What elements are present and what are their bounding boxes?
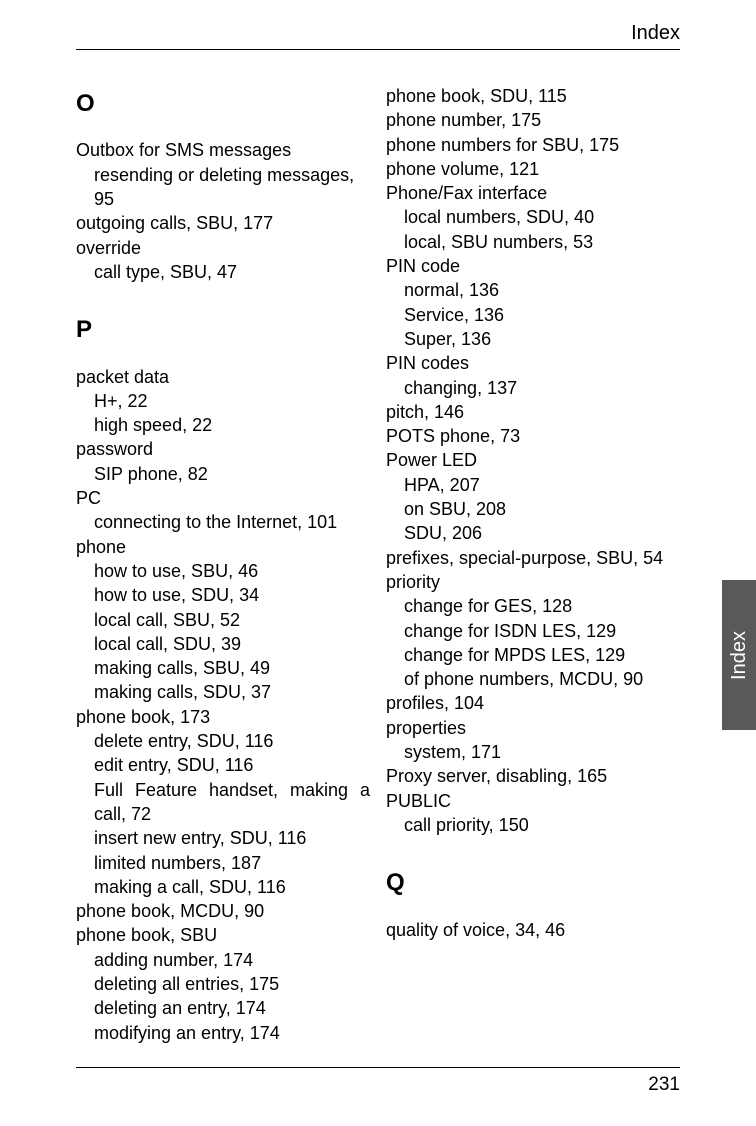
index-entry: Outbox for SMS messages [76,138,370,162]
index-subentry: resending or deleting messages, 95 [76,163,370,212]
side-tab-label: Index [728,631,751,680]
index-entry: phone number, 175 [386,108,680,132]
index-subentry: Service, 136 [386,303,680,327]
index-subentry: local numbers, SDU, 40 [386,205,680,229]
index-entry: phone book, SBU [76,923,370,947]
index-entry: phone volume, 121 [386,157,680,181]
index-subentry: normal, 136 [386,278,680,302]
right-column: phone book, SDU, 115 phone number, 175 p… [378,84,680,1046]
index-subentry: delete entry, SDU, 116 [76,729,370,753]
index-entry: quality of voice, 34, 46 [386,918,680,942]
index-subentry: change for GES, 128 [386,594,680,618]
index-entry: packet data [76,365,370,389]
index-subentry: local, SBU numbers, 53 [386,230,680,254]
index-entry: phone numbers for SBU, 175 [386,133,680,157]
index-subentry: call type, SBU, 47 [76,260,370,284]
index-subentry: adding number, 174 [76,948,370,972]
index-entry: PC [76,486,370,510]
index-entry: outgoing calls, SBU, 177 [76,211,370,235]
index-subentry: Super, 136 [386,327,680,351]
page-number: 231 [648,1074,680,1095]
index-subentry: on SBU, 208 [386,497,680,521]
index-subentry: local call, SBU, 52 [76,608,370,632]
index-subentry: how to use, SDU, 34 [76,583,370,607]
left-column: O Outbox for SMS messages resending or d… [76,84,378,1046]
index-entry: phone book, SDU, 115 [386,84,680,108]
index-entry: PIN code [386,254,680,278]
index-subentry: call priority, 150 [386,813,680,837]
index-subentry: local call, SDU, 39 [76,632,370,656]
index-subentry: deleting an entry, 174 [76,996,370,1020]
side-tab: Index [722,580,756,730]
index-subentry: SDU, 206 [386,521,680,545]
index-entry: prefixes, special-purpose, SBU, 54 [386,546,680,570]
index-entry: Power LED [386,448,680,472]
index-subentry: making calls, SBU, 49 [76,656,370,680]
index-subentry: change for ISDN LES, 129 [386,619,680,643]
index-entry: POTS phone, 73 [386,424,680,448]
index-subentry: how to use, SBU, 46 [76,559,370,583]
index-subentry: making a call, SDU, 116 [76,875,370,899]
index-subentry: SIP phone, 82 [76,462,370,486]
index-subentry: of phone numbers, MCDU, 90 [386,667,680,691]
index-subentry: insert new entry, SDU, 116 [76,826,370,850]
index-entry: PUBLIC [386,789,680,813]
index-entry: phone book, MCDU, 90 [76,899,370,923]
index-letter-p: P [76,314,370,346]
index-subentry: modifying an entry, 174 [76,1021,370,1045]
index-entry: override [76,236,370,260]
index-subentry: changing, 137 [386,376,680,400]
index-subentry: limited numbers, 187 [76,851,370,875]
index-subentry: system, 171 [386,740,680,764]
index-letter-q: Q [386,867,680,899]
index-subentry: H+, 22 [76,389,370,413]
index-entry: priority [386,570,680,594]
index-entry: pitch, 146 [386,400,680,424]
index-subentry: high speed, 22 [76,413,370,437]
index-subentry: change for MPDS LES, 129 [386,643,680,667]
header-title: Index [631,22,680,44]
index-entry: phone book, 173 [76,705,370,729]
index-subentry: Full Feature handset, making a call, 72 [76,778,370,827]
index-subentry: edit entry, SDU, 116 [76,753,370,777]
index-subentry: connecting to the Internet, 101 [76,510,370,534]
index-content: O Outbox for SMS messages resending or d… [76,84,680,1046]
index-subentry: making calls, SDU, 37 [76,680,370,704]
page-header: Index [76,22,680,50]
index-subentry: deleting all entries, 175 [76,972,370,996]
index-entry: phone [76,535,370,559]
index-letter-o: O [76,88,370,120]
index-entry: Phone/Fax interface [386,181,680,205]
index-entry: password [76,437,370,461]
index-entry: Proxy server, disabling, 165 [386,764,680,788]
index-entry: profiles, 104 [386,691,680,715]
page-footer: 231 [76,1067,680,1096]
index-entry: properties [386,716,680,740]
index-subentry: HPA, 207 [386,473,680,497]
index-entry: PIN codes [386,351,680,375]
